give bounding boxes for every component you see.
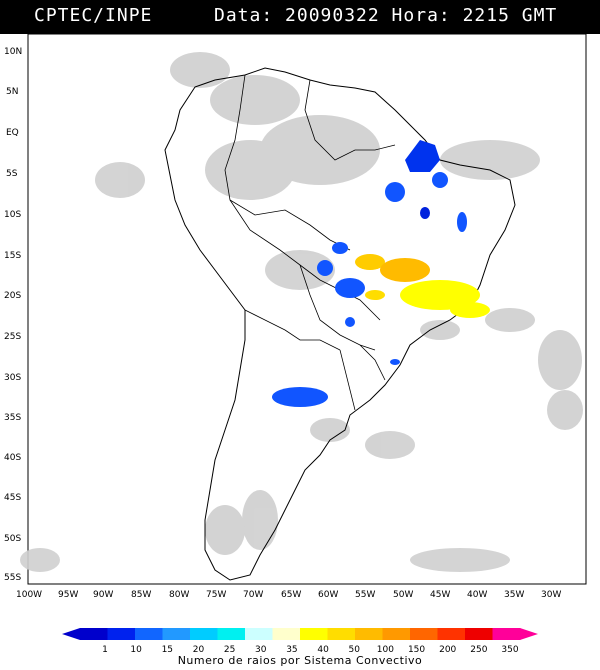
system-central-orange [380,258,430,282]
lon-label: 95W [58,590,78,600]
colorbar-label: 10 [130,645,142,655]
lat-label: 50S [4,534,21,544]
colorbar-label: 100 [377,645,394,655]
colorbar-segment [217,628,246,640]
system-se-yellow [400,280,480,310]
colorbar-segment [492,628,521,640]
header-bar: CPTEC/INPE Data: 20090322 Hora: 2215 GMT [0,0,600,34]
colorbar-label: 50 [349,645,361,655]
system-sw-1 [335,278,365,298]
colorbar-segment [355,628,383,640]
system-central-yellow [355,254,385,270]
lon-label: 85W [131,590,151,600]
colorbar-label: 350 [501,645,518,655]
lon-label: 60W [318,590,338,600]
lat-label: EQ [6,128,19,138]
system-east-1 [457,212,467,232]
lon-label: 65W [281,590,301,600]
system-central-1 [420,207,430,219]
colorbar-segment [300,628,328,640]
system-north [385,182,405,202]
colorbar-segment [382,628,411,640]
lon-label: 70W [243,590,263,600]
lon-labels: 100W 95W 90W 85W 80W 75W 70W 65W 60W 55W… [16,590,561,600]
source-label: CPTEC/INPE [34,5,153,26]
colorbar: 1 10 15 20 25 30 35 40 50 100 150 200 250 350 [62,628,538,655]
system-west-2 [317,260,333,276]
system-west-1 [332,242,348,254]
lon-label: 55W [355,590,375,600]
colorbar-segment [327,628,356,640]
cloud-cover [20,52,583,572]
colorbar-segment [410,628,438,640]
lat-label: 40S [4,453,21,463]
lon-label: 80W [169,590,189,600]
colorbar-label: 35 [286,645,297,655]
system-se-yellow-2 [450,302,490,318]
colorbar-caption: Numero de raios por Sistema Convectivo [177,654,423,667]
colorbar-label: 20 [193,645,205,655]
colorbar-segment [437,628,466,640]
lat-label: 25S [4,332,21,342]
lat-label: 10S [4,210,21,220]
colorbar-segment [272,628,301,640]
lat-label: 15S [4,251,21,261]
colorbar-label: 1 [102,645,108,655]
colorbar-label: 15 [162,645,173,655]
colorbar-left-arrow [62,628,80,640]
convective-systems [272,140,490,407]
colorbar-segment [162,628,191,640]
lat-label: 45S [4,493,21,503]
colorbar-segment [107,628,136,640]
system-south-1 [390,359,400,365]
lat-label: 5S [6,169,18,179]
colorbar-segment [190,628,218,640]
lon-label: 45W [430,590,450,600]
colorbar-segment [245,628,273,640]
colorbar-segment [465,628,493,640]
system-north-2 [432,172,448,188]
lon-label: 50W [393,590,413,600]
lat-label: 10N [4,47,22,57]
lon-label: 90W [93,590,113,600]
colorbar-segment [80,628,108,640]
colorbar-segment [135,628,163,640]
colorbar-label: 40 [317,645,329,655]
system-argentina [272,387,328,407]
country-borders [224,74,396,411]
lon-label: 40W [467,590,487,600]
colorbar-label: 25 [224,645,235,655]
lat-labels: 10N 5N EQ 5S 10S 15S 20S 25S 30S 35S 40S… [4,47,22,583]
system-bolivia [345,317,355,327]
colorbar-label: 150 [408,645,425,655]
lat-label: 30S [4,373,21,383]
system-center-yellow [365,290,385,300]
system-ne-brazil [405,140,440,172]
colorbar-label: 30 [255,645,267,655]
lat-label: 20S [4,291,21,301]
lon-label: 30W [541,590,561,600]
lat-label: 35S [4,413,21,423]
lon-label: 75W [206,590,226,600]
colorbar-label: 250 [470,645,487,655]
lat-label: 5N [6,87,18,97]
colorbar-right-arrow [520,628,538,640]
datetime-label: Data: 20090322 Hora: 2215 GMT [214,5,558,26]
lon-label: 100W [16,590,42,600]
south-america-outline [164,67,516,581]
lon-label: 35W [504,590,524,600]
colorbar-label: 200 [439,645,456,655]
lat-label: 55S [4,573,21,583]
